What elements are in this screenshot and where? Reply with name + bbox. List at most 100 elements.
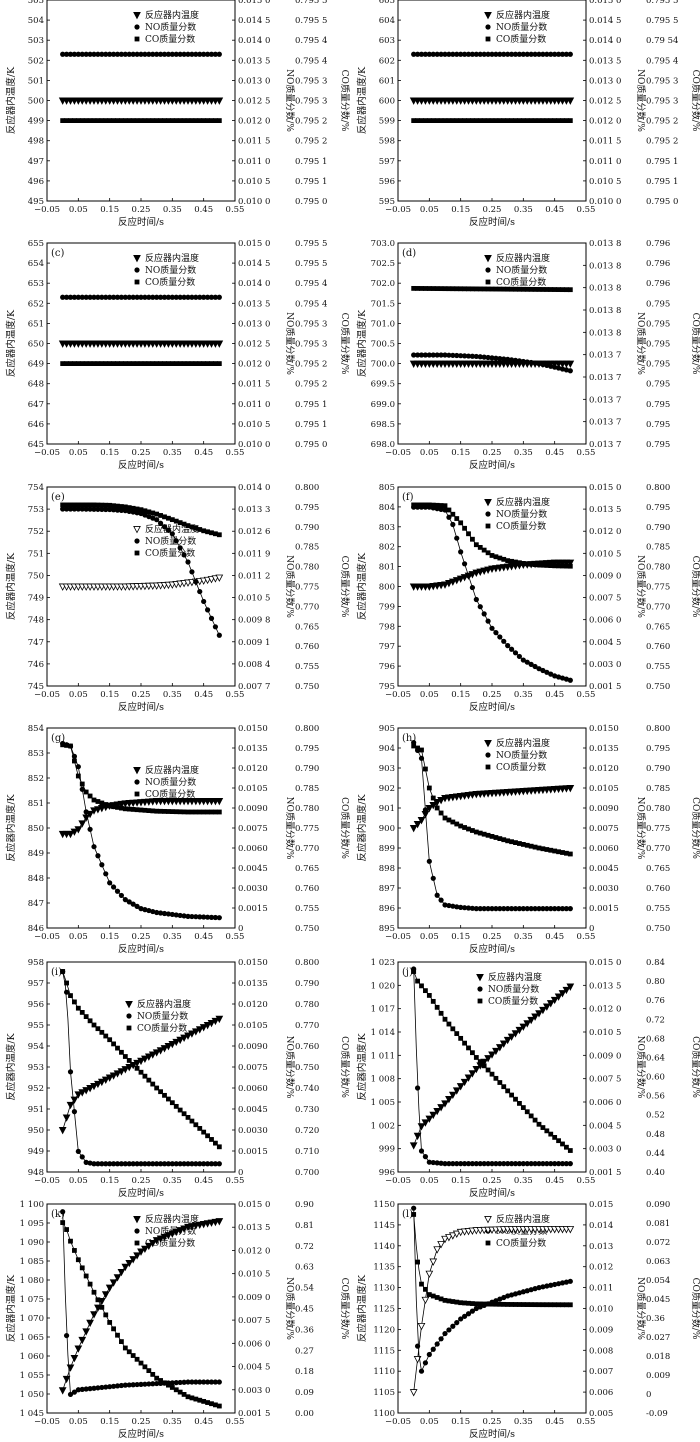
data-point xyxy=(528,1287,534,1293)
y2-tick-label: 0.009 8 xyxy=(238,616,270,626)
data-point xyxy=(532,286,538,292)
y3-axis-label: CO质量分数/% xyxy=(690,1036,700,1098)
data-point xyxy=(564,287,569,293)
data-point xyxy=(103,1033,109,1039)
data-point xyxy=(517,1100,522,1106)
y3-tick-label: 0.795 2 xyxy=(295,137,327,147)
y-tick-label: 498 xyxy=(28,137,44,147)
data-point xyxy=(177,545,183,551)
x-tick-label: −0.05 xyxy=(385,205,411,215)
data-point xyxy=(166,515,171,521)
y-axis-label: 反应器内温度/K xyxy=(5,552,17,620)
data-point xyxy=(122,118,128,123)
data-point xyxy=(138,118,144,123)
data-point xyxy=(86,1319,94,1328)
y-axis-label: 反应器内温度/K xyxy=(356,309,368,377)
y3-tick-label: 0.795 xyxy=(646,440,670,450)
series-line xyxy=(62,1211,220,1396)
data-point xyxy=(67,506,74,512)
y2-axis-label: NO质量分数/% xyxy=(635,312,647,375)
y-tick-label: 1 014 xyxy=(371,1028,395,1038)
y-tick-label: 497 xyxy=(28,157,44,167)
data-point xyxy=(442,51,448,57)
data-point xyxy=(438,897,444,903)
y-tick-label: 1105 xyxy=(373,1388,395,1398)
x-tick-label: 0.35 xyxy=(514,1417,533,1427)
y2-tick-label: 0.011 2 xyxy=(238,571,270,581)
data-point xyxy=(173,1387,179,1393)
data-point xyxy=(204,607,211,613)
data-point xyxy=(119,118,124,123)
data-point xyxy=(419,118,424,123)
data-point xyxy=(508,646,515,652)
data-point xyxy=(82,1328,91,1336)
y2-tick-label: 0.0045 xyxy=(238,1105,268,1115)
y-tick-label: 597 xyxy=(379,157,395,167)
x-tick-label: −0.05 xyxy=(385,448,411,458)
data-point xyxy=(548,51,554,57)
data-point xyxy=(201,51,207,57)
data-point xyxy=(60,742,66,748)
data-point xyxy=(540,1302,546,1308)
y2-tick-label: 0.0135 xyxy=(589,744,619,754)
data-point xyxy=(528,359,534,366)
data-point xyxy=(528,118,534,123)
data-point xyxy=(201,1161,207,1167)
data-point xyxy=(87,1160,93,1166)
data-point xyxy=(212,1161,219,1167)
data-point xyxy=(532,360,538,366)
x-tick-label: 0.55 xyxy=(577,690,596,700)
y-tick-label: 698.0 xyxy=(371,440,395,450)
data-point xyxy=(473,596,479,603)
y3-tick-label: 0.775 xyxy=(646,824,670,834)
data-point xyxy=(512,1161,519,1167)
x-tick-label: 0.35 xyxy=(514,932,533,942)
y3-tick-label: 0.68 xyxy=(646,1034,665,1044)
y2-tick-label: 0.009 xyxy=(589,1325,613,1335)
y3-tick-label: 0.755 xyxy=(295,904,319,914)
data-point xyxy=(552,1302,558,1308)
x-tick-label: 0.05 xyxy=(420,690,439,700)
data-point xyxy=(134,294,140,300)
data-point xyxy=(536,1285,542,1291)
data-point xyxy=(197,914,203,920)
y3-tick-label: 0.76 xyxy=(646,996,665,1006)
y2-tick-label: 0.007 7 xyxy=(238,682,270,692)
y3-tick-label: 0.795 4 xyxy=(295,279,327,289)
data-point xyxy=(118,1161,125,1167)
data-point xyxy=(154,511,160,517)
data-point xyxy=(442,1161,448,1167)
data-point xyxy=(413,1132,422,1141)
data-point xyxy=(87,118,93,123)
data-point xyxy=(524,1161,530,1167)
x-tick-label: 0.15 xyxy=(451,1176,470,1186)
data-point xyxy=(505,356,511,362)
data-point xyxy=(477,118,483,123)
x-tick-label: 0.35 xyxy=(514,205,533,215)
data-point xyxy=(536,906,542,912)
data-point xyxy=(552,673,558,679)
data-point xyxy=(446,902,452,909)
data-point xyxy=(103,502,109,508)
y2-tick-label: 0.0135 xyxy=(238,744,268,754)
y3-tick-label: 0.072 xyxy=(646,1238,670,1248)
data-point xyxy=(556,287,561,292)
x-axis-label: 反应时间/s xyxy=(469,216,515,228)
x-tick-label: −0.05 xyxy=(385,1176,411,1186)
data-point xyxy=(189,569,195,575)
data-point xyxy=(177,118,183,123)
data-point xyxy=(566,97,575,105)
data-point xyxy=(154,808,160,814)
y3-tick-label: 0.795 xyxy=(646,380,670,390)
data-point xyxy=(95,506,101,512)
data-point xyxy=(181,361,187,366)
data-point xyxy=(87,1386,93,1392)
y2-tick-label: 0.0090 xyxy=(238,1042,268,1052)
legend-marker xyxy=(133,1216,141,1224)
x-tick-label: 0.15 xyxy=(451,932,470,942)
data-point xyxy=(512,906,519,912)
data-point xyxy=(67,1391,74,1398)
y-tick-label: 1 085 xyxy=(20,1257,44,1267)
data-point xyxy=(99,800,105,806)
